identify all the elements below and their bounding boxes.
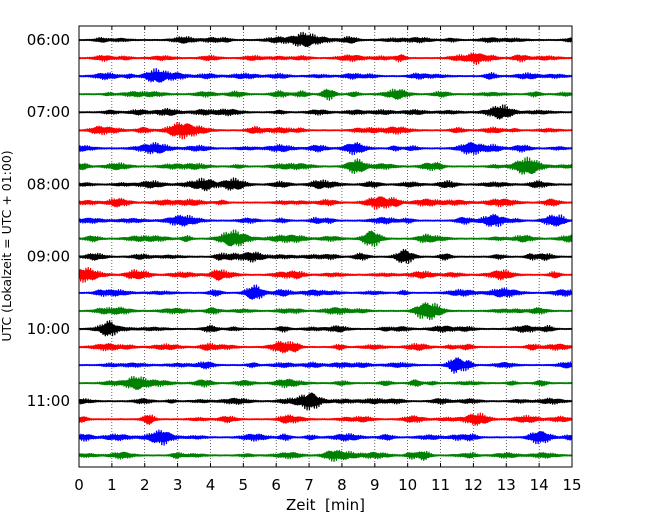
trace-0845 — [78, 229, 573, 248]
x-tick-label: 2 — [140, 476, 150, 494]
trace-1130 — [78, 429, 573, 446]
x-tick-label: 15 — [562, 476, 581, 494]
trace-0900 — [78, 248, 573, 264]
x-tick-label: 1 — [107, 476, 117, 494]
trace-1000 — [78, 320, 573, 337]
x-tick-label: 13 — [497, 476, 516, 494]
trace-1145 — [78, 449, 573, 462]
x-tick-label: 6 — [271, 476, 281, 494]
trace-0930 — [78, 284, 573, 301]
trace-1030 — [78, 357, 573, 374]
y-axis: 06:00 07:00 08:00 09:00 10:00 11:00 — [27, 31, 572, 410]
y-tick-label: 06:00 — [27, 31, 70, 49]
trace-0745 — [78, 156, 573, 175]
trace-0715 — [78, 122, 573, 140]
trace-0630 — [78, 68, 573, 83]
x-tick-label: 5 — [239, 476, 249, 494]
trace-0815 — [78, 196, 573, 210]
trace-0945 — [78, 302, 573, 321]
y-tick-label: 07:00 — [27, 103, 70, 121]
x-tick-label: 0 — [74, 476, 84, 494]
plot-frame — [78, 25, 573, 468]
y-axis-title: UTC (Lokalzeit = UTC + 01:00) — [0, 150, 14, 341]
y-tick-label: 11:00 — [27, 392, 70, 410]
trace-group — [78, 31, 573, 462]
x-tick-label: 7 — [304, 476, 314, 494]
trace-1015 — [78, 340, 573, 354]
trace-0730 — [78, 141, 573, 156]
trace-1100 — [78, 392, 573, 411]
trace-0915 — [78, 267, 573, 283]
x-tick-label: 4 — [206, 476, 216, 494]
trace-1045 — [78, 375, 573, 391]
x-tick-label: 10 — [398, 476, 417, 494]
x-tick-label: 8 — [337, 476, 347, 494]
x-tick-label: 3 — [173, 476, 183, 494]
x-tick-label: 12 — [464, 476, 483, 494]
x-axis-title: Zeit [min] — [286, 496, 365, 514]
x-tick-label: 14 — [530, 476, 549, 494]
plot-background — [79, 26, 572, 467]
trace-0645 — [78, 88, 573, 101]
trace-0600 — [78, 31, 573, 48]
y-tick-label: 09:00 — [27, 248, 70, 266]
trace-0830 — [78, 213, 573, 228]
trace-0800 — [78, 177, 573, 192]
x-axis: 0 1 2 3 4 5 6 7 8 9 10 11 12 13 14 15 — [74, 26, 582, 494]
trace-1115 — [78, 412, 573, 426]
x-tick-label: 11 — [431, 476, 450, 494]
y-tick-label: 08:00 — [27, 175, 70, 193]
trace-0700 — [78, 104, 573, 120]
x-tick-label: 9 — [370, 476, 380, 494]
trace-0615 — [78, 52, 573, 66]
y-tick-label: 10:00 — [27, 320, 70, 338]
